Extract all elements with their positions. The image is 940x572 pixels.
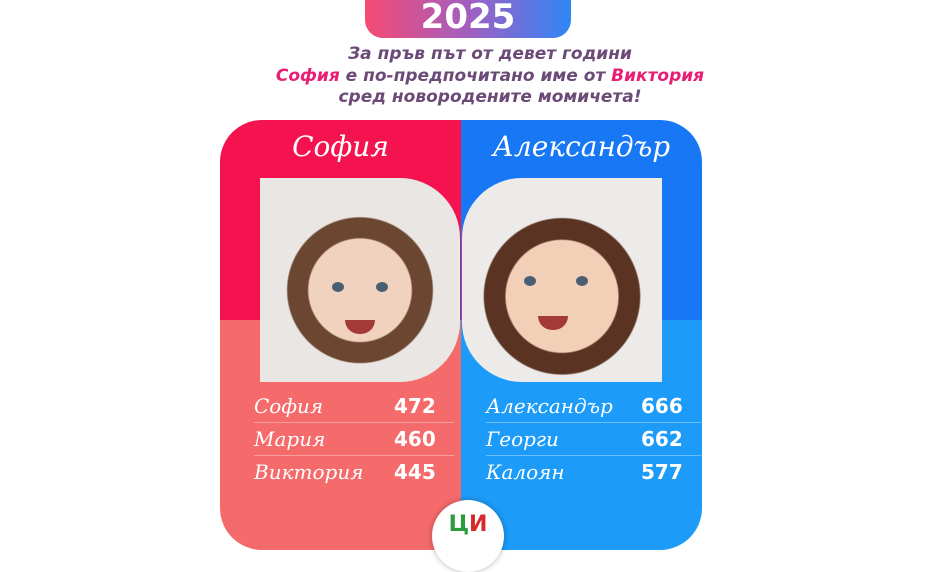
- logo-letter: И: [469, 512, 488, 537]
- count: 472: [394, 394, 436, 418]
- smile: [345, 320, 375, 334]
- boys-title: Александър: [492, 130, 671, 163]
- highlight-name: Виктория: [611, 65, 705, 86]
- headline-line-3: сред новородените момичета!: [338, 87, 642, 107]
- name: Мария: [254, 427, 326, 451]
- list-item: София 472: [254, 390, 454, 423]
- list-item: Виктория 445: [254, 456, 454, 488]
- eye: [524, 276, 536, 286]
- logo-letter: Ц: [448, 512, 469, 537]
- eye: [332, 282, 344, 292]
- name: Виктория: [254, 460, 364, 484]
- girls-title: София: [292, 130, 389, 163]
- count: 662: [641, 427, 683, 451]
- year-badge: 2025: [365, 0, 571, 38]
- list-item: Калоян 577: [486, 456, 701, 488]
- name: Георги: [486, 427, 559, 451]
- names-card: София Александър София 472 Мария 460 Викто…: [220, 120, 702, 550]
- count: 445: [394, 460, 436, 484]
- name: Калоян: [486, 460, 565, 484]
- headline-text: е по-предпочитано име от: [339, 65, 612, 86]
- smile: [538, 316, 568, 330]
- list-item: Георги 662: [486, 423, 701, 456]
- list-item: Мария 460: [254, 423, 454, 456]
- name: София: [254, 394, 324, 418]
- count: 577: [641, 460, 683, 484]
- boys-list: Александър 666 Георги 662 Калоян 577: [486, 390, 701, 488]
- count: 460: [394, 427, 436, 451]
- girls-list: София 472 Мария 460 Виктория 445: [254, 390, 454, 488]
- highlight-name: София: [275, 65, 340, 86]
- nsi-logo-icon: ЦИ: [432, 500, 504, 572]
- list-item: Александър 666: [486, 390, 701, 423]
- name: Александър: [486, 394, 613, 418]
- headline-line-1: За пръв път от девет години: [348, 44, 632, 64]
- count: 666: [641, 394, 683, 418]
- headline: За пръв път от девет години София е по-п…: [240, 44, 740, 109]
- baby-boy-photo: [462, 178, 662, 382]
- eye: [376, 282, 388, 292]
- baby-girl-photo: [260, 178, 460, 382]
- eye: [576, 276, 588, 286]
- headline-line-2: София е по-предпочитано име от Виктория: [240, 66, 740, 88]
